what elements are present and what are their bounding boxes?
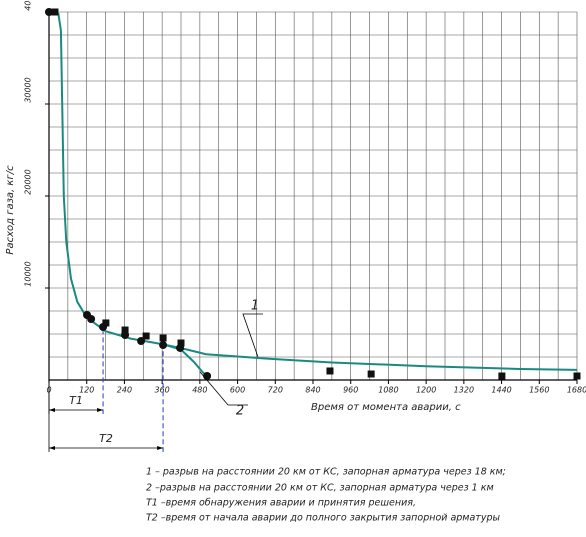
curve-label: 1: [251, 299, 259, 314]
x-tick-label: 360: [155, 386, 170, 395]
x-tick-label: 720: [268, 386, 283, 395]
point: [203, 371, 212, 380]
y-axis-title: Расход газа, кг/с: [5, 165, 16, 255]
point: [102, 319, 110, 327]
point: [159, 334, 167, 342]
note: Т2 –время от начала аварии до полного за…: [146, 513, 500, 524]
arrow: [157, 446, 164, 450]
x-tick-label: 1440: [491, 386, 511, 395]
leader-line: [199, 371, 248, 406]
point: [142, 332, 150, 340]
arrow: [49, 446, 55, 450]
arrow: [49, 408, 55, 412]
point: [121, 326, 129, 334]
y-tick-label: 30000: [24, 77, 33, 102]
note: 1 – разрыв на расстоянии 20 км от КС, за…: [146, 467, 506, 478]
note: Т1 –время обнаружения аварии и принятия …: [146, 498, 416, 509]
x-axis-title: Время от момента аварии, с: [311, 402, 461, 413]
x-tick-label: 240: [117, 386, 132, 395]
curve: [48, 11, 578, 371]
point: [367, 370, 375, 378]
note: 2 –разрыв на расстоянии 20 км от КС, зап…: [146, 483, 494, 494]
point: [159, 341, 168, 350]
point: [45, 8, 53, 16]
y-tick-label: 20000: [24, 169, 33, 194]
y-tick-label: 10000: [24, 261, 33, 286]
x-tick-label: 1560: [529, 386, 549, 395]
y-tick-label: 40000: [24, 0, 33, 11]
interval-label: T1: [69, 394, 83, 407]
x-tick-label: 480: [192, 386, 207, 395]
point: [51, 8, 59, 16]
x-tick-label: 1320: [454, 386, 474, 395]
curve-label: 2: [236, 404, 244, 419]
leader-line: [242, 313, 263, 358]
x-tick-label: 840: [305, 386, 320, 395]
point: [573, 372, 581, 380]
x-tick-label: 600: [230, 386, 245, 395]
interval-label: T2: [99, 432, 113, 445]
point: [87, 315, 96, 324]
x-tick-label: 1200: [416, 386, 436, 395]
x-tick-label: 1680: [567, 386, 586, 395]
point: [498, 372, 506, 380]
x-tick-label: 120: [79, 386, 94, 395]
arrow: [97, 408, 104, 412]
x-tick-label: 960: [343, 386, 358, 395]
point: [326, 367, 334, 375]
x-tick-label: 1080: [378, 386, 398, 395]
point: [177, 339, 185, 347]
